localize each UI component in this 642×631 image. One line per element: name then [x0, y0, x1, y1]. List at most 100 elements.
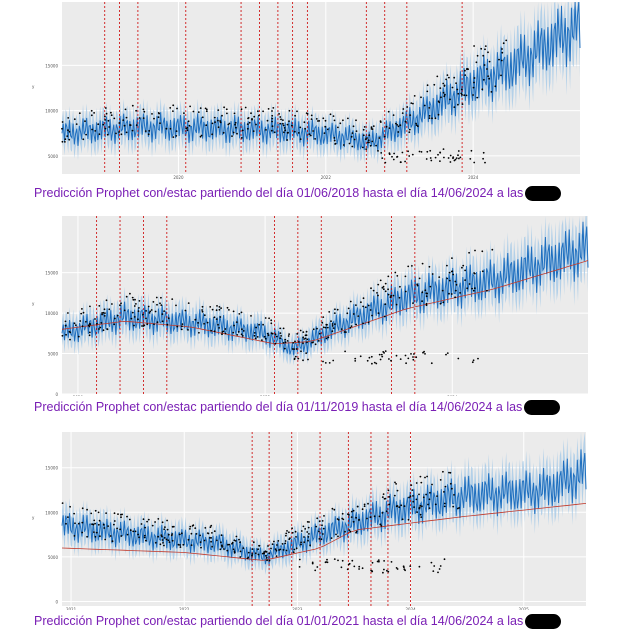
- observed-point: [359, 355, 362, 358]
- observed-point: [482, 157, 484, 160]
- observed-point: [473, 81, 475, 84]
- observed-point: [270, 129, 273, 132]
- observed-point: [292, 551, 295, 554]
- observed-point: [108, 126, 110, 128]
- observed-point: [469, 158, 472, 160]
- observed-point: [351, 559, 354, 562]
- observed-point: [295, 348, 298, 350]
- observed-point: [267, 334, 270, 337]
- observed-point: [307, 539, 309, 542]
- observed-point: [451, 257, 453, 259]
- observed-point: [403, 568, 406, 571]
- observed-point: [401, 518, 404, 521]
- observed-point: [86, 535, 88, 538]
- observed-point: [293, 548, 296, 551]
- observed-point: [142, 313, 144, 316]
- observed-point: [67, 129, 69, 132]
- observed-point: [416, 511, 418, 513]
- observed-point: [339, 122, 342, 125]
- x-axis-label: ds: [319, 179, 324, 180]
- observed-point: [288, 120, 290, 123]
- observed-point: [394, 271, 397, 274]
- observed-point: [234, 540, 237, 542]
- observed-point: [476, 54, 479, 57]
- observed-point: [73, 535, 76, 537]
- observed-point: [258, 114, 260, 117]
- observed-point: [293, 348, 295, 350]
- observed-point: [291, 527, 293, 530]
- observed-point: [160, 304, 163, 306]
- observed-point: [64, 324, 67, 327]
- observed-point: [300, 541, 302, 544]
- observed-point: [285, 532, 288, 535]
- observed-point: [176, 107, 178, 110]
- observed-point: [271, 110, 273, 112]
- observed-point: [101, 313, 103, 316]
- observed-point: [317, 340, 320, 342]
- observed-point: [219, 548, 222, 551]
- observed-point: [399, 124, 402, 127]
- observed-point: [90, 114, 93, 117]
- observed-point: [416, 125, 419, 128]
- observed-point: [98, 133, 101, 136]
- observed-point: [369, 516, 372, 519]
- observed-point: [461, 93, 463, 96]
- observed-point: [250, 112, 252, 115]
- observed-point: [278, 113, 280, 115]
- observed-point: [303, 338, 305, 340]
- observed-point: [429, 157, 432, 159]
- observed-point: [336, 308, 339, 311]
- observed-point: [200, 134, 203, 137]
- observed-point: [159, 543, 162, 546]
- observed-point: [125, 116, 128, 119]
- observed-point: [262, 323, 264, 326]
- observed-point: [368, 134, 371, 137]
- observed-point: [68, 138, 71, 141]
- observed-point: [109, 535, 112, 537]
- observed-point: [392, 114, 395, 116]
- observed-point: [288, 531, 290, 534]
- observed-point: [442, 470, 444, 473]
- observed-point: [235, 126, 237, 129]
- observed-point: [438, 276, 441, 278]
- observed-point: [99, 535, 101, 538]
- observed-point: [257, 553, 260, 556]
- observed-point: [457, 357, 460, 360]
- observed-point: [283, 347, 286, 350]
- observed-point: [355, 304, 357, 306]
- observed-point: [333, 119, 336, 122]
- observed-point: [463, 94, 466, 97]
- observed-point: [398, 506, 401, 509]
- observed-point: [268, 552, 271, 555]
- observed-point: [254, 552, 257, 555]
- observed-point: [284, 542, 287, 545]
- observed-point: [421, 291, 424, 294]
- observed-point: [263, 335, 266, 338]
- observed-point: [197, 111, 200, 113]
- observed-point: [455, 82, 457, 85]
- observed-point: [280, 335, 282, 337]
- observed-point: [275, 335, 278, 338]
- observed-point: [291, 348, 294, 350]
- observed-point: [150, 309, 153, 311]
- observed-point: [282, 549, 285, 551]
- observed-point: [144, 130, 147, 133]
- observed-point: [224, 328, 227, 330]
- observed-point: [453, 76, 456, 79]
- observed-point: [358, 568, 360, 570]
- observed-point: [104, 107, 107, 109]
- observed-point: [299, 329, 302, 332]
- observed-point: [88, 331, 91, 334]
- observed-point: [164, 526, 166, 528]
- observed-point: [419, 513, 422, 516]
- observed-point: [88, 325, 91, 328]
- observed-point: [429, 491, 431, 494]
- observed-point: [211, 308, 214, 311]
- observed-point: [199, 107, 202, 109]
- observed-point: [286, 530, 288, 532]
- chart-panel-1: 5000 10000 15000 2020 2022 2024 y ds Predicción…: [0, 0, 642, 206]
- observed-point: [258, 323, 260, 326]
- observed-point: [378, 353, 381, 356]
- observed-point: [113, 117, 116, 120]
- observed-point: [124, 108, 127, 111]
